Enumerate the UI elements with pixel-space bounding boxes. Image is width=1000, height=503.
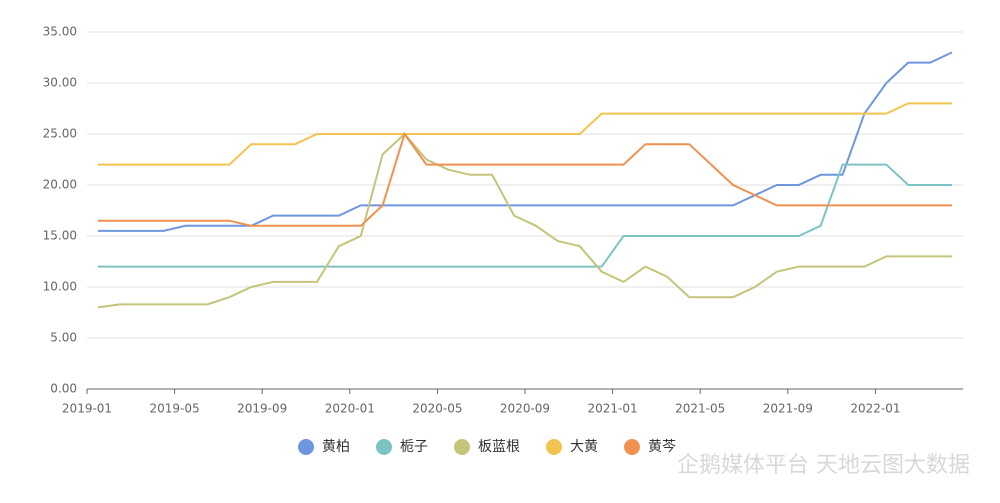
x-tick-label: 2019-05 xyxy=(150,402,200,416)
y-tick-label: 30.00 xyxy=(43,76,77,90)
y-tick-label: 15.00 xyxy=(43,229,77,243)
x-tick-label: 2021-09 xyxy=(763,402,813,416)
legend-marker xyxy=(376,439,392,455)
legend-marker xyxy=(624,439,640,455)
y-tick-label: 35.00 xyxy=(43,25,77,39)
y-tick-label: 10.00 xyxy=(43,280,77,294)
line xyxy=(97,102,953,166)
watermark: 企鹅媒体平台 天地云图大数据 xyxy=(677,453,970,478)
x-tick-label: 2021-05 xyxy=(675,402,725,416)
legend-label: 黄芩 xyxy=(648,438,676,455)
y-tick-label: 0.00 xyxy=(50,382,77,396)
line xyxy=(97,51,953,232)
x-tick-label: 2021-01 xyxy=(588,402,638,416)
x-tick-label: 2020-09 xyxy=(500,402,550,416)
legend-label: 大黄 xyxy=(570,438,598,455)
x-tick-label: 2020-01 xyxy=(325,402,375,416)
legend-label: 板蓝根 xyxy=(478,439,520,455)
line xyxy=(97,131,953,227)
x-tick-label: 2022-01 xyxy=(850,402,900,416)
y-tick-label: 25.00 xyxy=(43,127,77,141)
y-tick-label: 20.00 xyxy=(43,178,77,192)
legend-marker xyxy=(298,439,314,455)
legend-marker xyxy=(546,439,562,455)
x-tick-label: 2020-05 xyxy=(412,402,462,416)
x-tick-label: 2019-01 xyxy=(62,402,112,416)
legend-marker xyxy=(454,439,470,455)
line xyxy=(97,163,953,268)
x-tick-label: 2019-09 xyxy=(237,402,287,416)
y-tick-label: 5.00 xyxy=(50,331,77,345)
legend-label: 黄柏 xyxy=(322,438,350,455)
legend-label: 栀子 xyxy=(400,439,428,455)
line xyxy=(97,132,953,309)
